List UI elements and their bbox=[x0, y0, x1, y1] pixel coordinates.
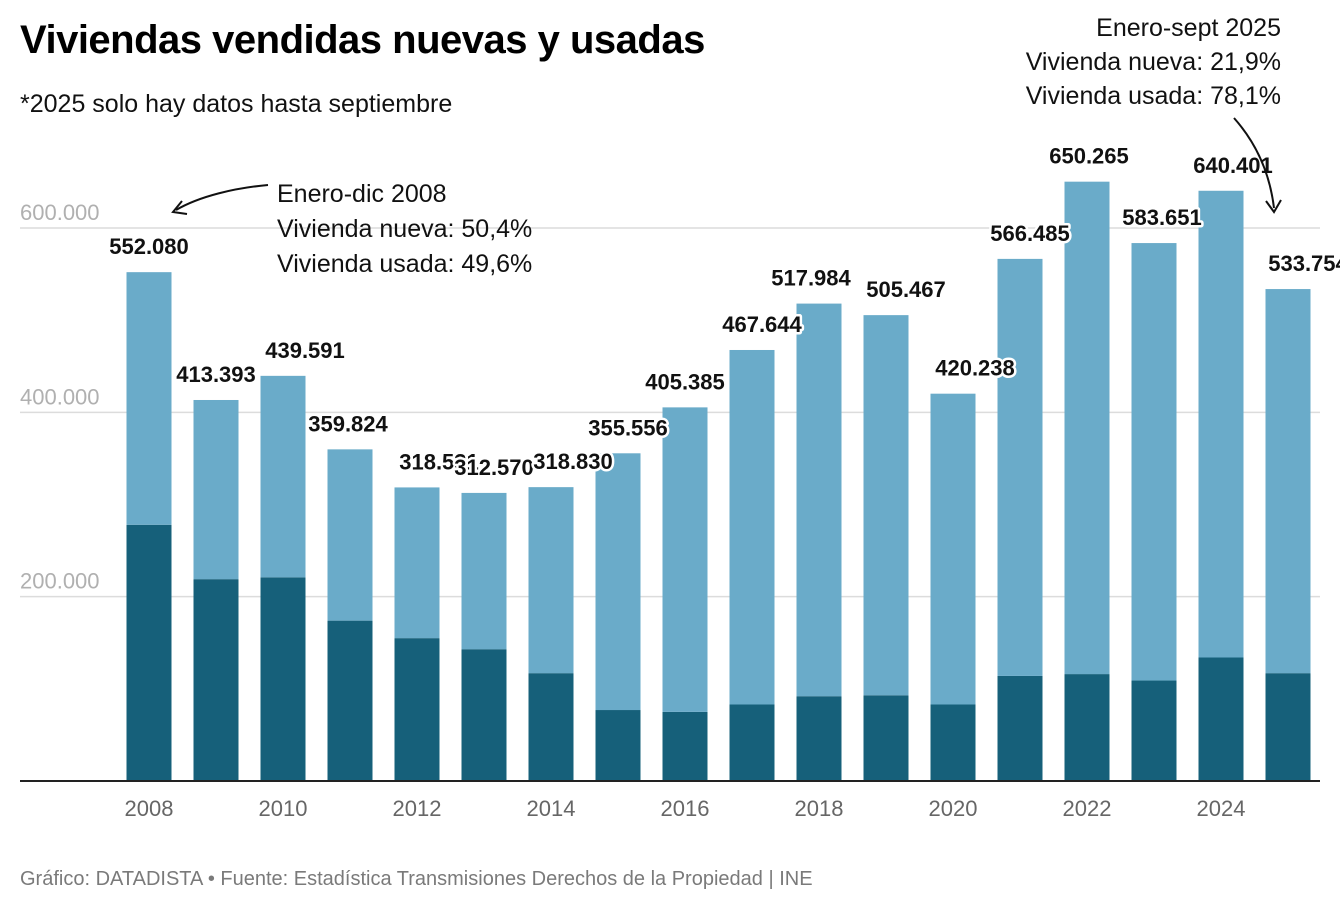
x-tick-label-2008: 2008 bbox=[125, 796, 174, 821]
total-label-2024: 640.401 bbox=[1193, 153, 1273, 178]
x-tick-label-2010: 2010 bbox=[259, 796, 308, 821]
bar-2016-usada bbox=[662, 407, 708, 712]
x-tick-label-2016: 2016 bbox=[661, 796, 710, 821]
annotation-2025-line-3: Vivienda usada: 78,1% bbox=[1026, 82, 1281, 110]
bar-2025-nueva bbox=[1265, 673, 1311, 781]
bar-2021-nueva bbox=[997, 675, 1043, 781]
total-label-2019: 505.467 bbox=[866, 277, 946, 302]
bar-2024-nueva bbox=[1198, 657, 1244, 781]
total-label-2016: 405.385 bbox=[645, 369, 725, 394]
chart-title: Viviendas vendidas nuevas y usadas bbox=[20, 18, 705, 62]
annotation-2008-line-3: Vivienda usada: 49,6% bbox=[277, 250, 532, 278]
total-label-2013: 312.570 bbox=[454, 455, 534, 480]
source-footer: Gráfico: DATADISTA • Fuente: Estadística… bbox=[20, 868, 813, 890]
total-label-2017: 467.644 bbox=[722, 312, 802, 337]
total-label-2020: 420.238 bbox=[935, 356, 1015, 381]
bar-2009-usada bbox=[193, 399, 239, 580]
total-label-2008: 552.080 bbox=[109, 234, 189, 259]
total-label-2015: 355.556 bbox=[588, 415, 668, 440]
bar-2010-nueva bbox=[260, 577, 306, 781]
y-axis-ticks: 200.000 400.000 600.000 bbox=[20, 200, 100, 594]
bar-2012-usada bbox=[394, 487, 440, 639]
x-axis-ticks: 2008 2010 2012 2014 2016 2018 2020 2022 2024 bbox=[125, 796, 1246, 821]
bar-2013-nueva bbox=[461, 649, 507, 781]
y-tick-label: 200.000 bbox=[20, 569, 100, 594]
bar-2025-usada bbox=[1265, 289, 1311, 674]
bar-2010-usada bbox=[260, 375, 306, 578]
annotation-2008: Enero-dic 2008 Vivienda nueva: 50,4% Viv… bbox=[171, 180, 532, 278]
bar-2014-usada bbox=[528, 487, 574, 674]
x-tick-label-2020: 2020 bbox=[929, 796, 978, 821]
annotation-2025-arrow bbox=[1233, 117, 1275, 209]
annotation-2008-arrowhead bbox=[171, 200, 188, 215]
bar-2024-usada bbox=[1198, 190, 1244, 658]
bar-2018-usada bbox=[796, 303, 842, 697]
bar-2015-nueva bbox=[595, 710, 641, 781]
bar-2011-usada bbox=[327, 449, 373, 621]
total-label-2023: 583.651 bbox=[1122, 205, 1202, 230]
bar-2019-usada bbox=[863, 315, 909, 696]
total-label-2025: 533.754 bbox=[1268, 251, 1340, 276]
bar-2022-nueva bbox=[1064, 674, 1110, 781]
annotation-2008-arrow bbox=[175, 184, 269, 211]
bar-2015-usada bbox=[595, 453, 641, 711]
bar-2022-usada bbox=[1064, 181, 1110, 675]
bar-2016-nueva bbox=[662, 711, 708, 781]
y-tick-label: 600.000 bbox=[20, 200, 100, 225]
total-label-2018: 517.984 bbox=[771, 266, 851, 291]
bar-2012-nueva bbox=[394, 638, 440, 781]
bar-2013-usada bbox=[461, 492, 507, 650]
bar-2019-nueva bbox=[863, 695, 909, 781]
annotation-2025-arrowhead bbox=[1265, 199, 1282, 214]
bar-2014-nueva bbox=[528, 673, 574, 781]
total-label-2014: 318.830 bbox=[533, 449, 613, 474]
annotation-2025: Enero-sept 2025 Vivienda nueva: 21,9% Vi… bbox=[1026, 14, 1282, 214]
bar-2023-nueva bbox=[1131, 680, 1177, 781]
x-tick-label-2012: 2012 bbox=[393, 796, 442, 821]
bar-2020-nueva bbox=[930, 704, 976, 781]
bars bbox=[126, 181, 1311, 781]
annotation-2008-line-2: Vivienda nueva: 50,4% bbox=[277, 215, 532, 243]
annotation-2008-line-1: Enero-dic 2008 bbox=[277, 180, 447, 208]
total-label-2022: 650.265 bbox=[1049, 144, 1129, 169]
bar-2018-nueva bbox=[796, 696, 842, 781]
x-tick-label-2014: 2014 bbox=[527, 796, 576, 821]
bar-2011-nueva bbox=[327, 620, 373, 781]
bar-2009-nueva bbox=[193, 579, 239, 781]
x-tick-label-2018: 2018 bbox=[795, 796, 844, 821]
chart-subtitle: *2025 solo hay datos hasta septiembre bbox=[20, 90, 453, 118]
bar-2017-usada bbox=[729, 349, 775, 705]
total-label-2011: 359.824 bbox=[308, 411, 388, 436]
x-tick-label-2024: 2024 bbox=[1197, 796, 1246, 821]
y-tick-label: 400.000 bbox=[20, 384, 100, 409]
bar-2017-nueva bbox=[729, 704, 775, 781]
bar-2008-usada bbox=[126, 272, 172, 525]
bar-2021-usada bbox=[997, 258, 1043, 676]
total-label-2021: 566.485 bbox=[990, 221, 1070, 246]
bar-2020-usada bbox=[930, 393, 976, 705]
total-label-2012: 318.531 bbox=[399, 449, 479, 474]
total-label-2010: 439.591 bbox=[265, 338, 345, 363]
bar-2008-nueva bbox=[126, 524, 172, 781]
total-label-2009: 413.393 bbox=[176, 362, 256, 387]
annotation-2025-line-1: Enero-sept 2025 bbox=[1096, 14, 1281, 42]
total-labels: 552.080 413.393 439.591 359.824 318.531312.5… bbox=[107, 141, 1340, 482]
x-tick-label-2022: 2022 bbox=[1063, 796, 1112, 821]
annotation-2025-line-2: Vivienda nueva: 21,9% bbox=[1026, 48, 1281, 76]
bar-2023-usada bbox=[1131, 243, 1177, 681]
